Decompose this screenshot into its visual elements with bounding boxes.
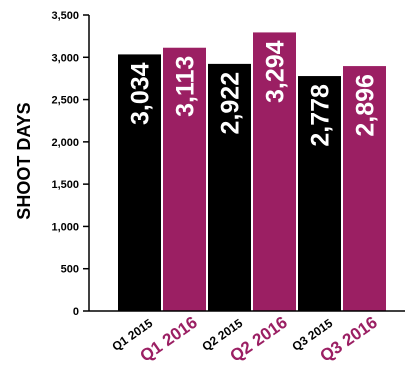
y-tick-label: 3,000 <box>51 52 79 64</box>
y-tick-label: 1,000 <box>51 221 79 233</box>
bar <box>208 63 251 311</box>
bar <box>298 76 341 311</box>
y-tick-label: 2,500 <box>51 95 79 107</box>
bar <box>253 32 296 311</box>
bar-value-label: 3,294 <box>262 40 290 103</box>
y-tick-label: 1,500 <box>51 179 79 191</box>
bar-value-label: 2,778 <box>307 84 335 147</box>
y-tick-label: 0 <box>73 306 79 318</box>
bars <box>118 32 386 312</box>
bar-value-label: 2,922 <box>217 72 245 135</box>
bar-value-label: 3,113 <box>172 56 200 117</box>
y-axis-title: SHOOT DAYS <box>14 102 34 219</box>
bar <box>163 47 206 312</box>
bar <box>343 66 386 311</box>
y-tick-label: 3,500 <box>51 10 79 22</box>
bar <box>118 54 161 312</box>
value-labels: 3,034 3,113 2,922 3,294 2,778 2,896 <box>127 40 380 146</box>
y-axis: 0 500 1,000 1,500 2,000 2,500 3,000 3,500 <box>51 10 90 318</box>
y-tick-label: 2,000 <box>51 137 79 149</box>
y-tick-label: 500 <box>61 264 79 276</box>
bar-value-label: 2,896 <box>352 74 380 137</box>
bar-value-label: 3,034 <box>127 62 155 125</box>
